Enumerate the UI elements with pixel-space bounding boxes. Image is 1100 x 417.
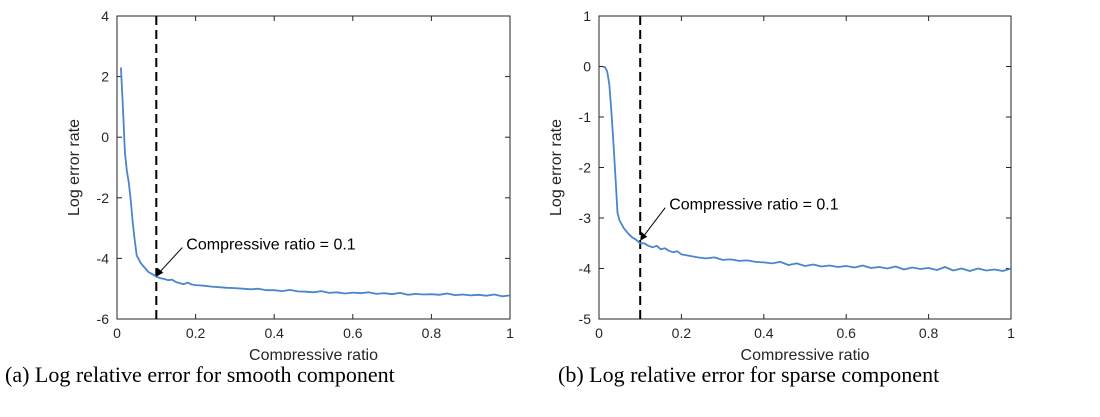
plot-frame bbox=[116, 15, 511, 320]
series-line bbox=[602, 65, 1012, 272]
y-tick-label: -1 bbox=[579, 109, 592, 125]
chart-panel-a: 0 0.2 0.4 0.6 0.8 1 -6 -4 -2 0 2 4 Compressive ratio… bbox=[5, 8, 514, 387]
y-tick-label: 4 bbox=[101, 8, 109, 24]
x-axis-label: Compressive ratio bbox=[741, 347, 870, 360]
x-tick-label: 1 bbox=[506, 325, 514, 341]
x-axis-label: Compressive ratio bbox=[249, 347, 378, 360]
x-tick-label: 0.2 bbox=[186, 325, 206, 341]
x-tick-label: 0.4 bbox=[264, 325, 284, 341]
annotation-text: Compressive ratio = 0.1 bbox=[186, 237, 356, 254]
caption-b: (b) Log relative error for sparse compon… bbox=[558, 362, 940, 387]
x-tick-label: 0.8 bbox=[422, 325, 442, 341]
y-tick-label: -4 bbox=[579, 261, 592, 277]
chart-a: 0 0.2 0.4 0.6 0.8 1 -6 -4 -2 0 2 4 Compressive ratio… bbox=[66, 8, 514, 360]
x-tick-label: 0.2 bbox=[672, 325, 692, 341]
plot-frame bbox=[598, 15, 1012, 320]
y-tick-label: -4 bbox=[97, 250, 110, 266]
y-tick-label: -6 bbox=[97, 311, 110, 327]
x-tick-label: 0.6 bbox=[343, 325, 363, 341]
y-tick-label: 2 bbox=[101, 69, 109, 85]
chart-b: 0 0.2 0.4 0.6 0.8 1 -5 -4 -3 -2 -1 0 1 Compressive ra… bbox=[550, 8, 1015, 360]
series-line bbox=[120, 67, 511, 298]
y-tick-label: -5 bbox=[579, 311, 592, 327]
annotation-arrow-line bbox=[642, 207, 666, 238]
annotation-arrowhead bbox=[640, 231, 648, 241]
y-tick-label: 0 bbox=[583, 59, 591, 75]
y-tick-label: 0 bbox=[101, 129, 109, 145]
annotation-arrowhead bbox=[156, 267, 164, 277]
x-tick-label: 0 bbox=[595, 325, 603, 341]
annotation-arrow-line bbox=[158, 247, 183, 273]
y-tick-label: -3 bbox=[579, 210, 592, 226]
y-tick-label: -2 bbox=[579, 160, 592, 176]
x-tick-label: 0.4 bbox=[754, 325, 774, 341]
x-tick-label: 0 bbox=[113, 325, 121, 341]
annotation-text: Compressive ratio = 0.1 bbox=[669, 197, 839, 214]
x-tick-label: 0.8 bbox=[919, 325, 939, 341]
x-tick-label: 1 bbox=[1007, 325, 1015, 341]
caption-a: (a) Log relative error for smooth compon… bbox=[5, 362, 395, 387]
y-axis-label: Log error rate bbox=[66, 119, 83, 216]
x-tick-label: 0.6 bbox=[836, 325, 856, 341]
y-tick-label: 1 bbox=[583, 8, 591, 24]
chart-panel-b: 0 0.2 0.4 0.6 0.8 1 -5 -4 -3 -2 -1 0 1 Compressive ra… bbox=[550, 0, 1100, 417]
y-tick-label: -2 bbox=[97, 190, 110, 206]
y-axis-label: Log error rate bbox=[550, 119, 565, 216]
